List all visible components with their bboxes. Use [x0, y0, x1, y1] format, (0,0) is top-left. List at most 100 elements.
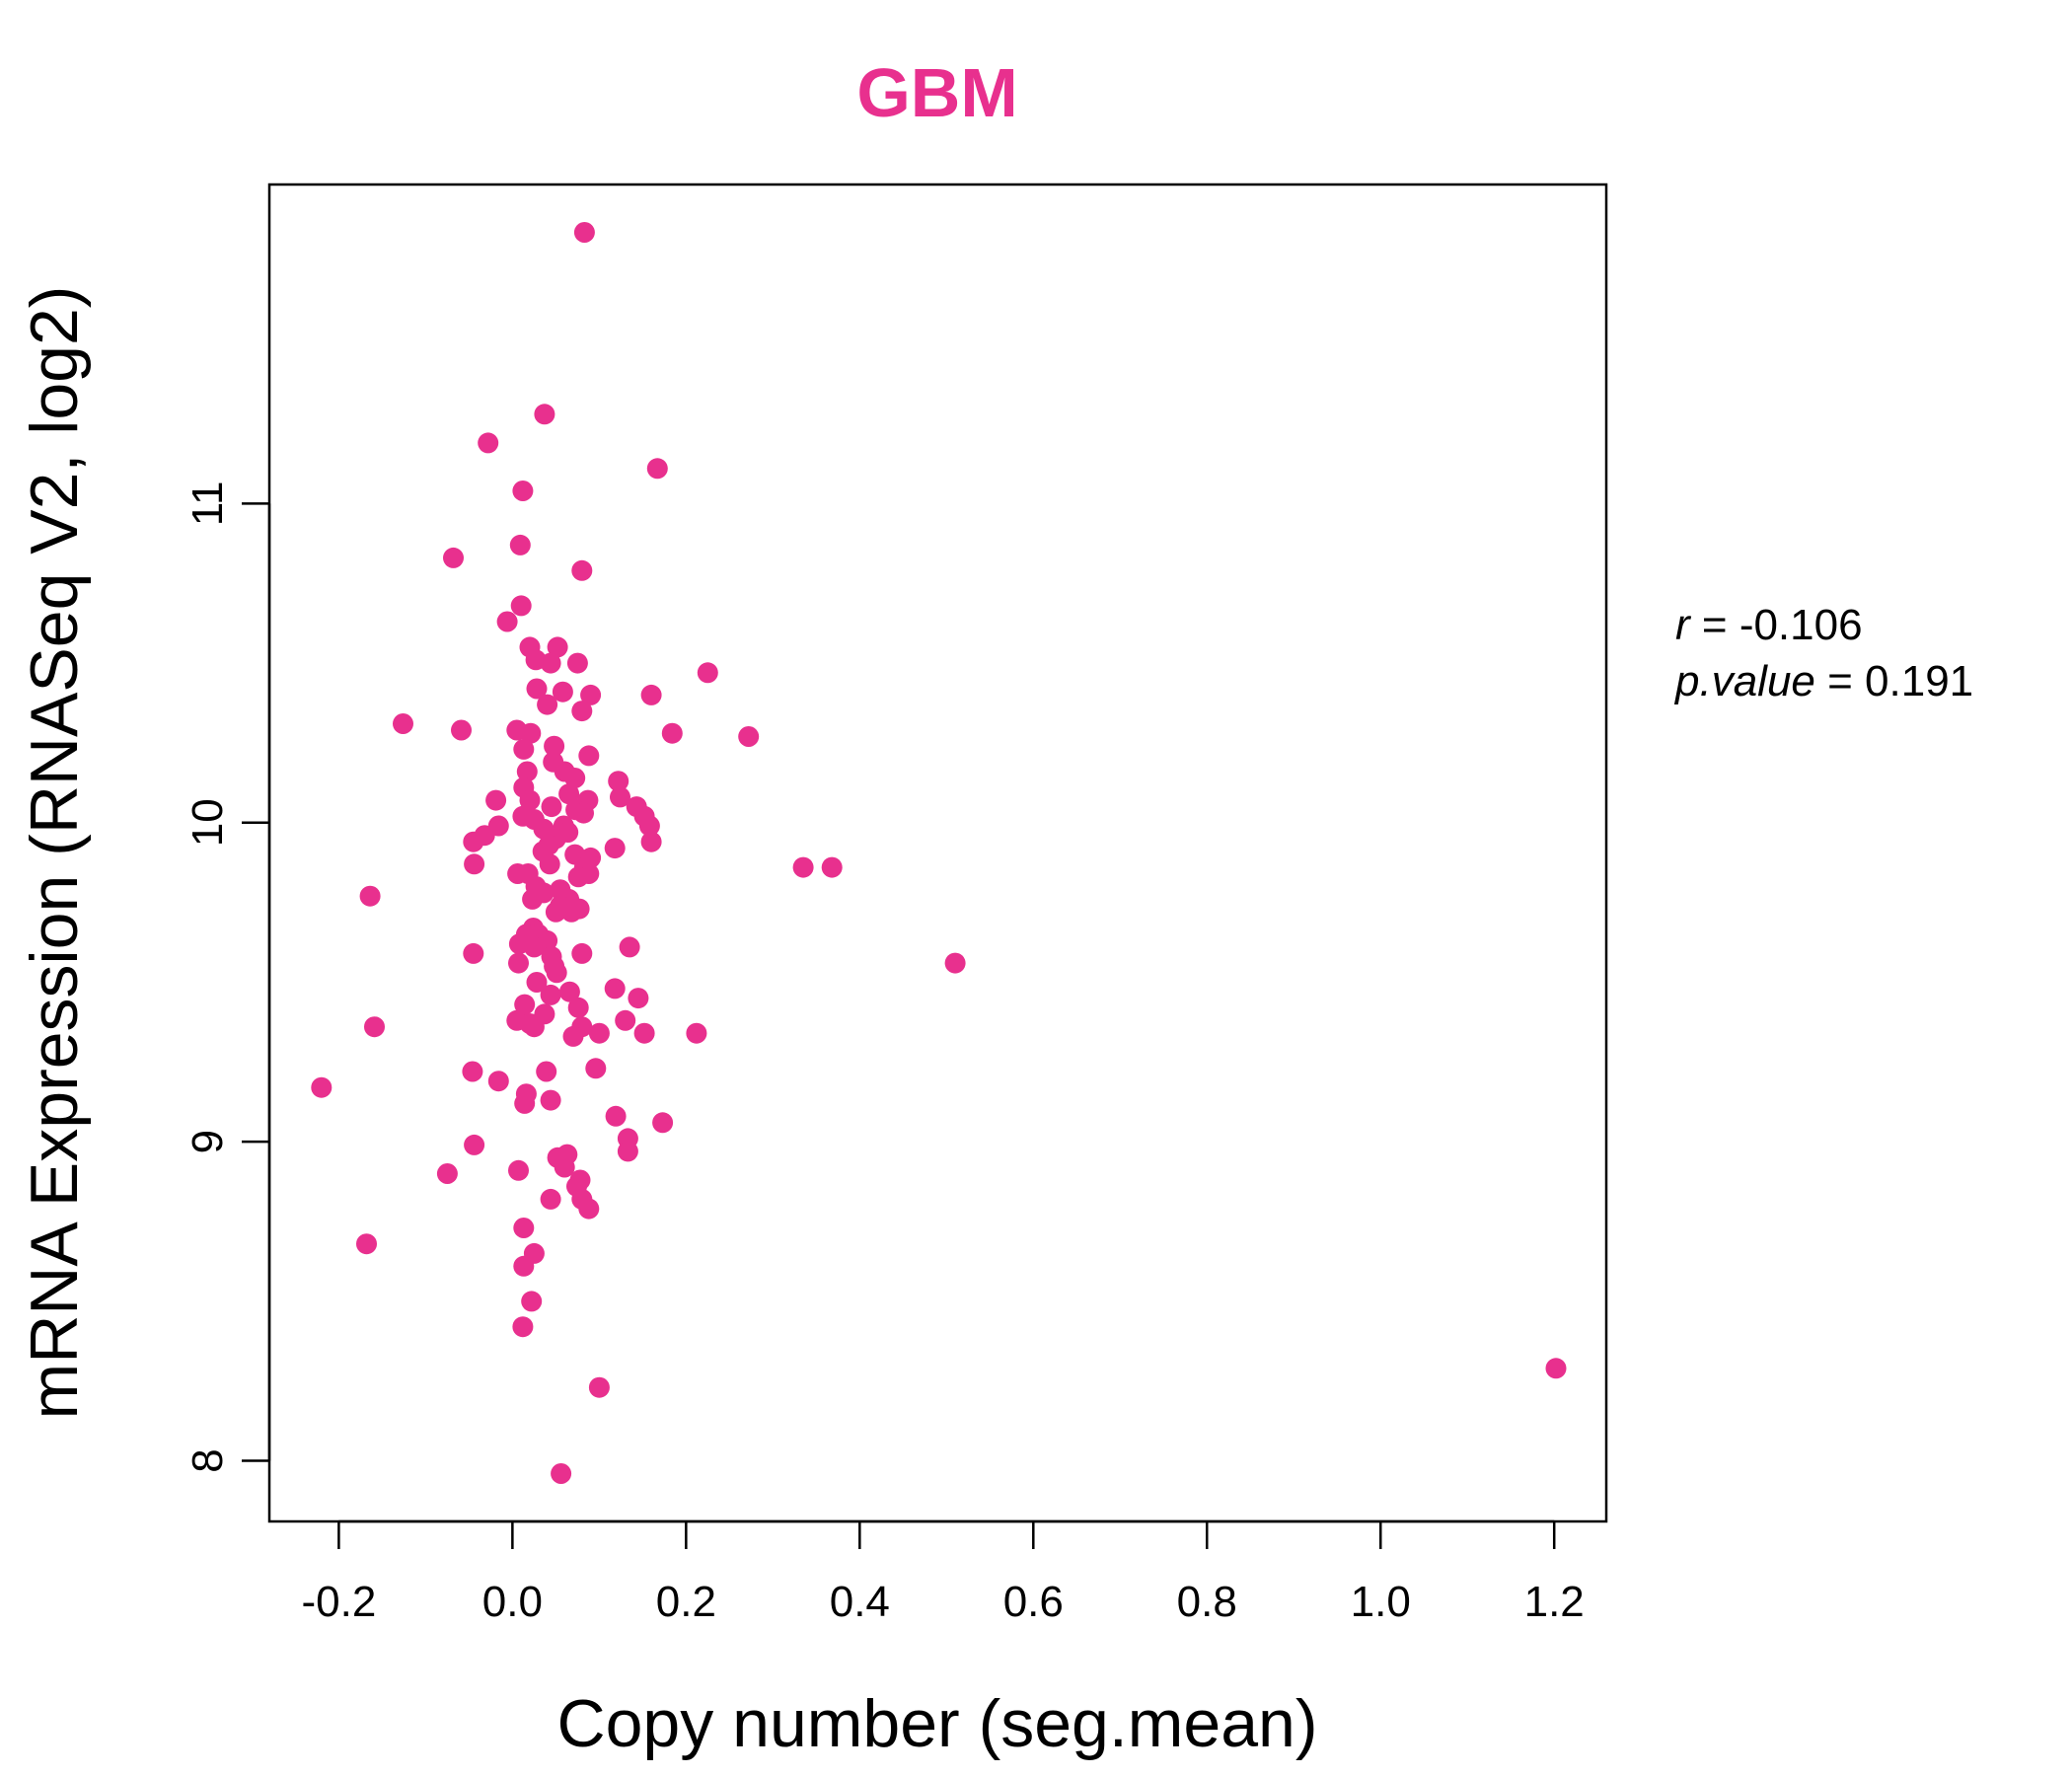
data-point-88 [523, 936, 545, 958]
stat-p-value: 0.191 [1865, 657, 1973, 705]
data-point-109 [364, 1016, 385, 1038]
data-point-39 [519, 789, 541, 811]
y-tick-label-3: 11 [184, 481, 232, 527]
x-axis-label: Copy number (seg.mean) [556, 1686, 1317, 1761]
data-point-105 [615, 1009, 636, 1031]
data-point-114 [585, 1058, 607, 1079]
x-tick-label-1: 0.0 [482, 1578, 543, 1626]
data-point-87 [619, 936, 640, 958]
data-point-100 [628, 988, 649, 1009]
data-point-117 [487, 1071, 509, 1092]
x-tick-label-2: 0.2 [656, 1578, 716, 1626]
stat-p-label: p.value [1673, 657, 1815, 705]
data-point-29 [544, 735, 565, 757]
data-point-142 [512, 1316, 534, 1338]
data-point-3 [646, 458, 668, 480]
data-point-136 [578, 1198, 600, 1220]
data-point-8 [510, 595, 532, 617]
x-tick-label-6: 1.0 [1351, 1578, 1411, 1626]
data-point-141 [521, 1291, 543, 1312]
data-point-143 [1545, 1358, 1567, 1379]
chart-title: GBM [856, 54, 1017, 131]
data-point-122 [605, 1105, 627, 1127]
x-tick-label-0: -0.2 [301, 1578, 376, 1626]
x-tick-label-3: 0.4 [830, 1578, 890, 1626]
data-point-5 [509, 534, 531, 555]
data-point-129 [554, 1156, 575, 1178]
data-point-118 [311, 1076, 333, 1098]
data-point-134 [540, 1188, 561, 1210]
data-point-27 [738, 726, 760, 747]
data-point-113 [562, 1025, 584, 1047]
data-point-26 [661, 722, 683, 744]
data-point-89 [463, 942, 484, 964]
data-point-35 [608, 771, 629, 792]
data-point-111 [633, 1022, 655, 1044]
data-point-46 [573, 802, 594, 824]
data-point-90 [571, 942, 593, 964]
data-point-21 [571, 701, 593, 722]
data-point-59 [604, 838, 626, 859]
y-tick-label-1: 9 [184, 1130, 232, 1153]
data-point-140 [513, 1255, 535, 1277]
data-point-11 [547, 636, 568, 658]
data-point-120 [540, 1089, 561, 1111]
data-point-6 [443, 547, 464, 568]
data-point-4 [512, 481, 534, 501]
data-point-49 [638, 815, 660, 837]
stat-r-equals: = [1690, 601, 1739, 649]
stat-r-value: -0.106 [1739, 601, 1863, 649]
data-point-131 [436, 1163, 458, 1184]
data-point-25 [520, 722, 542, 744]
data-point-80 [545, 901, 566, 923]
data-point-116 [536, 1061, 557, 1082]
data-point-95 [546, 962, 567, 984]
data-point-130 [508, 1159, 529, 1181]
x-axis: -0.2 0.0 0.2 0.4 0.6 0.8 1.0 1.2 [301, 1519, 1585, 1626]
x-tick-label-7: 1.2 [1524, 1578, 1585, 1626]
data-point-115 [462, 1061, 483, 1082]
data-point-94 [944, 952, 966, 974]
data-point-98 [558, 981, 580, 1002]
data-point-145 [551, 1463, 572, 1484]
data-point-75 [359, 885, 381, 907]
data-point-44 [541, 796, 562, 818]
data-point-24 [451, 719, 472, 741]
stat-p: p.value = 0.191 [1673, 657, 1973, 705]
data-point-121 [514, 1092, 536, 1114]
data-point-102 [567, 997, 589, 1018]
data-point-99 [540, 984, 561, 1005]
y-tick-label-2: 10 [184, 798, 232, 847]
data-point-66 [792, 856, 814, 878]
data-point-112 [686, 1022, 707, 1044]
stat-p-equals: = [1815, 657, 1865, 705]
data-point-96 [526, 972, 548, 993]
data-point-81 [560, 901, 582, 923]
data-point-28 [513, 738, 535, 760]
data-point-34 [564, 768, 586, 788]
data-point-0 [573, 222, 595, 243]
data-point-92 [508, 952, 529, 974]
data-point-22 [393, 713, 413, 734]
data-point-15 [697, 662, 718, 684]
data-point-137 [513, 1218, 535, 1238]
data-point-9 [496, 611, 518, 632]
data-point-144 [588, 1376, 610, 1398]
data-point-108 [523, 1016, 545, 1038]
data-point-97 [604, 978, 626, 999]
data-point-101 [514, 994, 536, 1015]
data-point-126 [617, 1141, 638, 1162]
data-point-32 [516, 761, 538, 782]
y-axis-label: mRNA Expression (RNASeq V2, log2) [17, 286, 92, 1420]
data-point-38 [610, 786, 630, 808]
y-tick-label-0: 8 [184, 1448, 232, 1472]
data-point-56 [463, 831, 484, 852]
data-point-13 [540, 652, 561, 674]
data-point-41 [485, 789, 507, 811]
plot-frame [267, 183, 1608, 1523]
data-point-110 [588, 1022, 610, 1044]
data-point-37 [558, 783, 580, 805]
data-point-123 [652, 1112, 674, 1134]
data-point-14 [566, 652, 588, 674]
